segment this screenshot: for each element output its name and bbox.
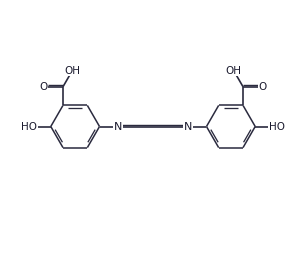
Text: OH: OH — [226, 66, 242, 76]
Text: N: N — [184, 122, 192, 132]
Text: HO: HO — [269, 122, 285, 132]
Text: OH: OH — [64, 66, 80, 76]
Text: O: O — [39, 82, 47, 91]
Text: N: N — [114, 122, 122, 132]
Text: O: O — [259, 82, 267, 91]
Text: HO: HO — [21, 122, 37, 132]
